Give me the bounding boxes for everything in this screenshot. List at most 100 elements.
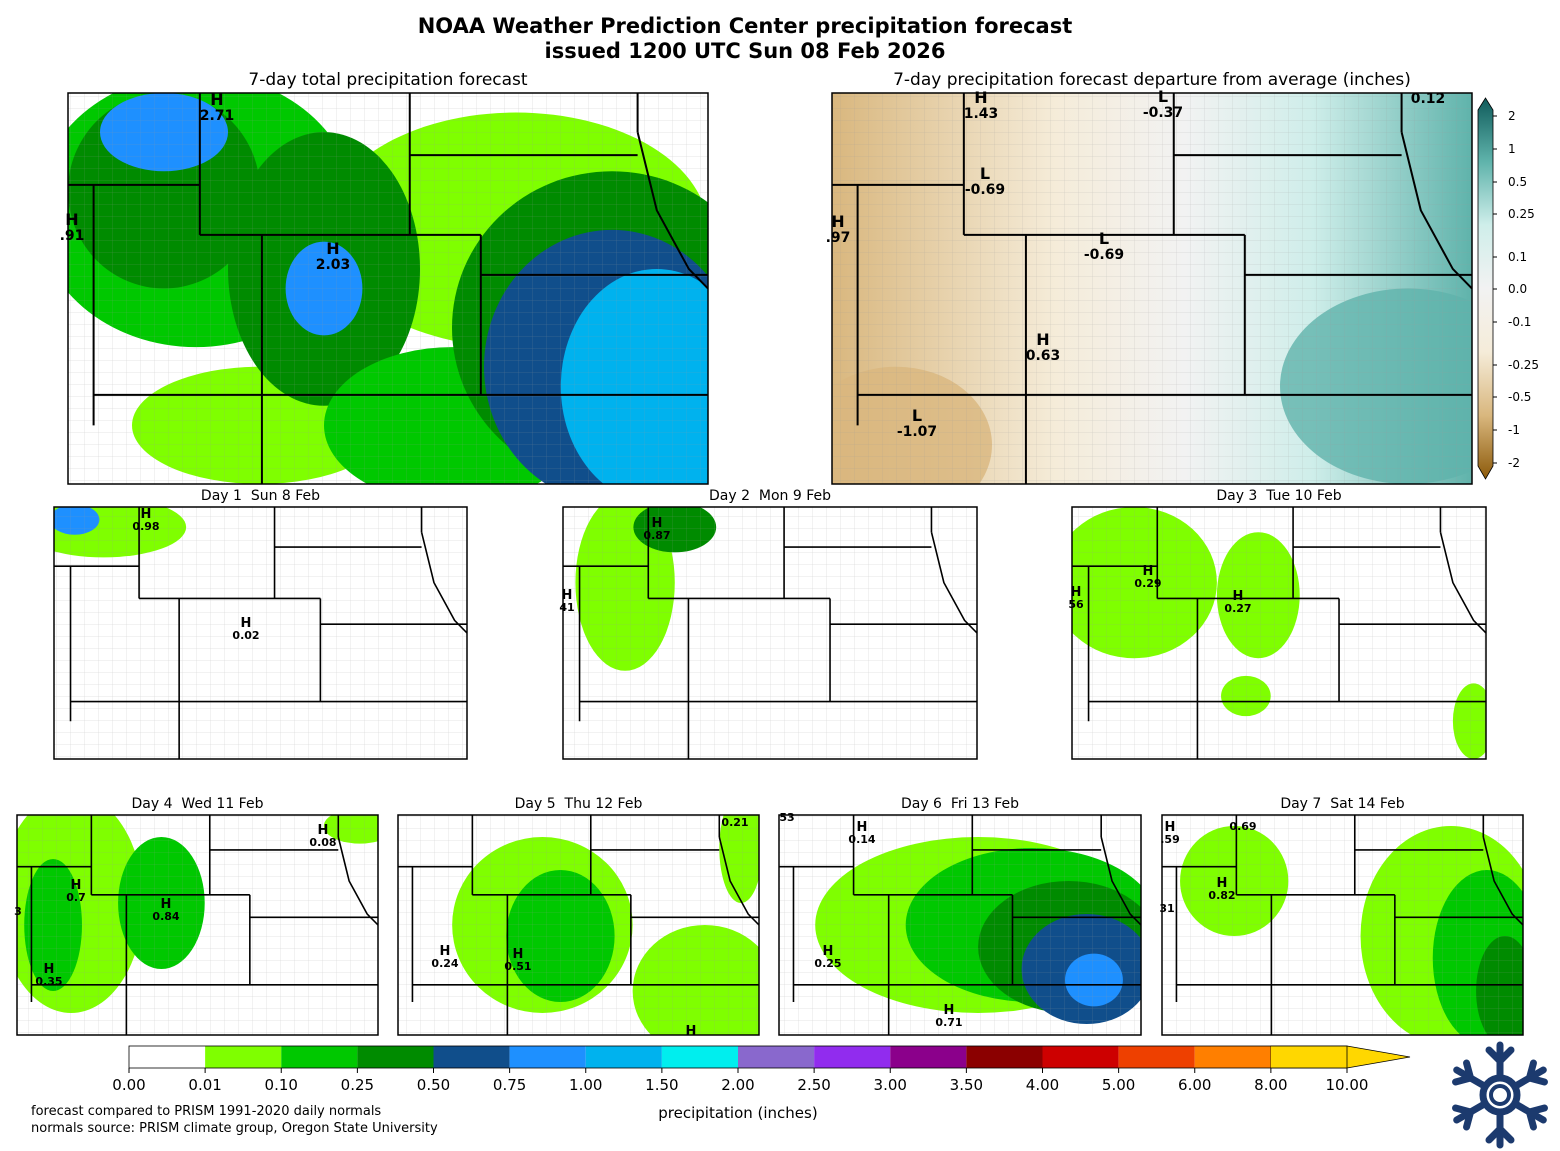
panel-title: 7-day precipitation forecast departure f… [893,70,1411,90]
marker-kind: H [44,962,55,977]
map [1071,506,1487,760]
map-body [832,93,1472,484]
map-frame [1161,814,1524,1036]
marker-kind: H [831,212,844,231]
colorbar-segment [1118,1046,1195,1068]
marker-value: 53 [779,811,794,824]
map-body [398,815,759,1035]
map-frame [1071,506,1487,760]
wpc-logo [1451,1041,1549,1145]
map-frame [562,506,978,760]
marker-kind: L [912,406,922,425]
county-lines [17,815,378,1035]
marker-kind: H [161,897,172,912]
marker-value: 0.84 [152,910,179,923]
state-line [718,836,759,926]
county-lines [563,507,977,759]
map-body [1072,507,1486,759]
marker-kind: H [944,1003,955,1018]
marker-value: .97 [826,230,851,246]
colorbar-tick-label: 0.00 [112,1076,145,1094]
colorbar-segment [205,1046,282,1068]
colorbar-segment [1270,1046,1347,1068]
map-body [54,507,467,759]
colorbar-segment [890,1046,967,1068]
marker-value: -0.69 [965,182,1005,198]
map-frame [778,814,1142,1036]
colorbar-tick-label: 0.75 [493,1076,526,1094]
colorbar-segment [966,1046,1043,1068]
map [1161,814,1524,1036]
map-frame [831,92,1473,485]
marker-kind: H [652,516,663,531]
county-lines [832,93,1472,484]
colorbar-segment [509,1046,586,1068]
state-line [1482,836,1523,926]
marker-kind: H [1036,330,1049,349]
map-frame [16,814,379,1036]
marker-kind: H [241,616,252,631]
marker-value: 0.82 [1208,889,1235,902]
colorbar-tick-label: 0.1 [1508,250,1527,264]
marker-kind: H [1217,876,1228,891]
marker-kind: H [65,210,78,229]
marker-value: 31 [1159,902,1174,915]
marker-value: 0.27 [1224,602,1251,615]
colorbar-tick-label: -2 [1508,456,1520,470]
marker-value: 0.7 [66,891,86,904]
marker-value: -0.69 [1084,247,1124,263]
county-lines [1162,815,1523,1035]
footnote: forecast compared to PRISM 1991-2020 dai… [31,1104,381,1119]
colorbar-segment [281,1046,358,1068]
title-line: issued 1200 UTC Sun 08 Feb 2026 [545,39,946,63]
colorbar-tick-label: 2 [1508,109,1516,123]
marker-value: 0.08 [309,836,336,849]
colorbar-tick-label: -0.5 [1508,390,1531,404]
marker-kind: H [857,820,868,835]
map [53,506,468,760]
marker-value: 0.87 [643,529,670,542]
marker-kind: H [1071,585,1082,600]
colorbar-tick-label: -0.25 [1508,358,1539,372]
county-lines [68,93,708,484]
marker-value: 0.98 [132,520,159,533]
marker-kind: H [1165,820,1176,835]
map-frame [53,506,468,760]
marker-kind: L [1158,87,1168,106]
panel-title: Day 6 Fri 13 Feb [901,796,1019,812]
panel-title: Day 7 Sat 14 Feb [1280,796,1404,812]
marker-value: 0.69 [1229,820,1256,833]
marker-value: 0.29 [1134,577,1161,590]
colorbar-segment [1194,1046,1271,1068]
marker-value: 41 [559,601,574,614]
marker-value: 0.24 [431,957,458,970]
departure-colorbar [1477,97,1494,480]
state-line [636,131,708,290]
marker-value: .91 [60,228,85,244]
marker-value: 0.35 [35,975,62,988]
colorbar-tick-label: 2.50 [797,1076,830,1094]
marker-kind: H [513,947,524,962]
marker-kind: H [326,239,339,258]
map [831,92,1473,485]
colorbar-segment [585,1046,662,1068]
marker-value: 56 [1068,598,1084,611]
colorbar-tick-label: 0.10 [265,1076,298,1094]
colorbar-tick-label: 0.01 [188,1076,221,1094]
colorbar-tick-label: 0.5 [1508,175,1527,189]
panel-title: Day 4 Wed 11 Feb [132,796,264,812]
map-frame [397,814,760,1036]
map-body [1162,815,1523,1035]
panel-title: Day 5 Thu 12 Feb [515,796,643,812]
footnote: normals source: PRISM climate group, Ore… [31,1121,438,1136]
marker-kind: H [823,944,834,959]
marker-value: 3 [14,905,22,918]
marker-kind: H [1143,564,1154,579]
marker-value: 0.02 [232,629,259,642]
title-line: NOAA Weather Prediction Center precipita… [418,14,1073,38]
colorbar-tick-label: 2.00 [721,1076,754,1094]
colorbar-tick-label: 3.50 [950,1076,983,1094]
map-body [17,815,378,1035]
panel-title: Day 3 Tue 10 Feb [1216,488,1341,504]
colorbar-tick-label: 1.00 [569,1076,602,1094]
